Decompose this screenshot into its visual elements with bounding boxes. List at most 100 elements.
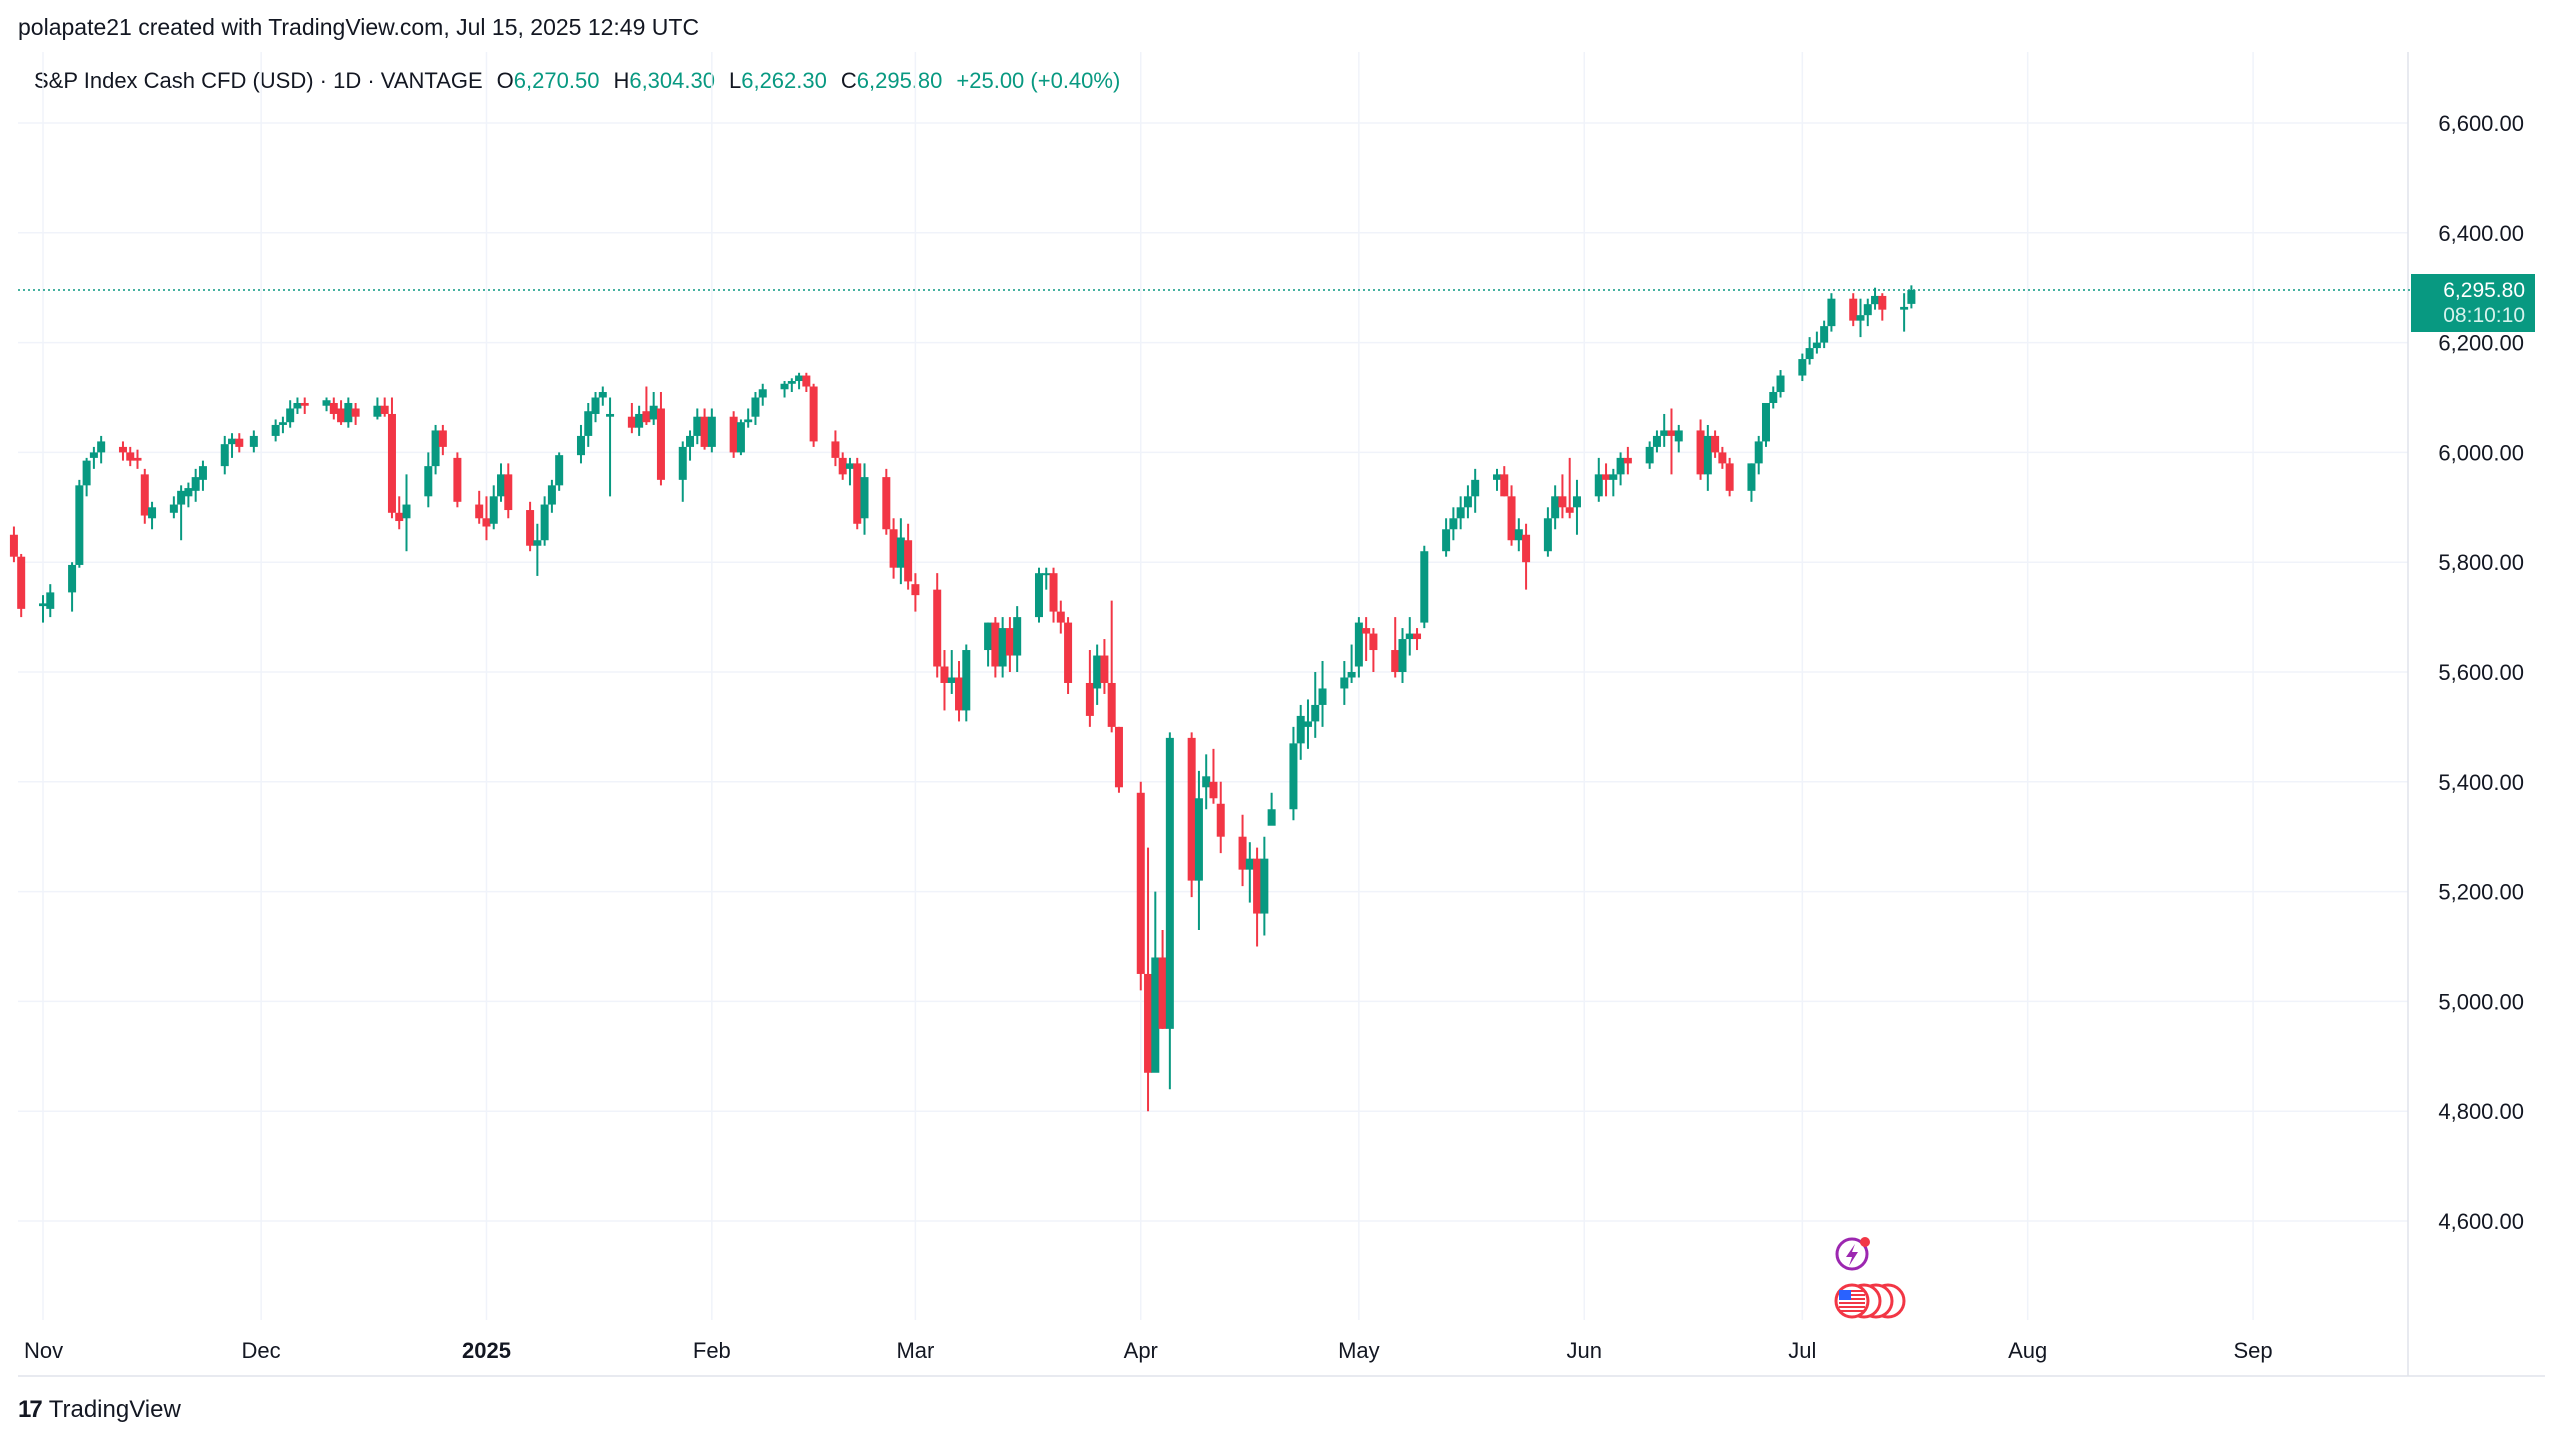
candle-up bbox=[1354, 617, 1363, 678]
lightning-event-icon[interactable] bbox=[1835, 1237, 1870, 1271]
candle-body bbox=[438, 430, 447, 447]
candle-down bbox=[1507, 485, 1516, 546]
candle-down bbox=[1602, 463, 1611, 497]
candle-body bbox=[1064, 622, 1073, 683]
candle-down bbox=[940, 650, 949, 711]
high-value: 6,304.30 bbox=[629, 68, 715, 93]
symbol-title[interactable]: S&P Index Cash CFD (USD) · 1D · VANTAGE bbox=[34, 68, 483, 93]
candle-body bbox=[387, 413, 396, 513]
candle-body bbox=[351, 408, 360, 417]
candle-body bbox=[1507, 496, 1516, 541]
candle-up bbox=[1871, 287, 1880, 310]
candle-body bbox=[831, 441, 840, 458]
candle-body bbox=[1049, 573, 1058, 612]
candle-up bbox=[489, 485, 498, 530]
candle-body bbox=[656, 408, 665, 480]
price-axis: 6,600.00 6,400.00 6,200.00 6,000.00 5,800.00… bbox=[2438, 111, 2524, 1234]
candle-body bbox=[700, 416, 709, 447]
candle-down bbox=[1667, 408, 1676, 475]
candle-up bbox=[1652, 430, 1661, 453]
last-price-tag: 6,295.80 08:10:10 bbox=[2411, 274, 2535, 332]
candle-up bbox=[547, 479, 556, 513]
candle-body bbox=[1398, 639, 1407, 672]
candle-down bbox=[729, 411, 738, 458]
candle-down bbox=[911, 573, 920, 612]
candle-body bbox=[133, 457, 142, 461]
candle-up bbox=[1151, 891, 1160, 1073]
candle-down bbox=[475, 490, 484, 524]
change-value: +25.00 (+0.40%) bbox=[956, 68, 1121, 93]
candle-up bbox=[584, 402, 593, 447]
candle-down bbox=[1049, 567, 1058, 623]
us-economic-events-icon[interactable] bbox=[1834, 1283, 1906, 1319]
candle-up bbox=[293, 397, 302, 414]
candle-down bbox=[1623, 446, 1632, 475]
candle-body bbox=[39, 603, 47, 607]
candle-body bbox=[860, 477, 869, 519]
symbol-legend: S&P Index Cash CFD (USD) · 1D · VANTAGE O… bbox=[34, 68, 1120, 94]
candle-up bbox=[707, 408, 716, 453]
x-tick-label: Sep bbox=[2234, 1338, 2273, 1363]
candle-down bbox=[656, 392, 665, 486]
candle-up bbox=[744, 408, 753, 428]
candle-down bbox=[1696, 419, 1705, 480]
candle-up bbox=[635, 405, 644, 436]
candle-up bbox=[1260, 836, 1269, 936]
candle-body bbox=[1238, 836, 1247, 870]
candle-body bbox=[1900, 306, 1909, 310]
candle-body bbox=[591, 397, 600, 414]
candle-down bbox=[1144, 847, 1153, 1112]
candle-body bbox=[1667, 430, 1676, 436]
candle-down bbox=[1391, 617, 1400, 678]
candle-up bbox=[1616, 452, 1625, 486]
candle-up bbox=[1034, 567, 1043, 623]
candle-body bbox=[1136, 792, 1145, 974]
candle-body bbox=[82, 460, 91, 486]
candle-up bbox=[1827, 293, 1836, 332]
bar-countdown: 08:10:10 bbox=[2443, 304, 2525, 327]
candle-body bbox=[1820, 326, 1829, 343]
y-tick-label: 4,800.00 bbox=[2438, 1099, 2524, 1124]
candles bbox=[9, 285, 1916, 1112]
candle-body bbox=[1522, 534, 1531, 563]
candle-body bbox=[598, 392, 607, 398]
candle-body bbox=[1267, 809, 1276, 826]
candle-up bbox=[1194, 770, 1203, 931]
candle-body bbox=[337, 408, 346, 423]
candle-down bbox=[802, 372, 811, 393]
candle-body bbox=[191, 477, 200, 491]
candle-down bbox=[329, 397, 338, 420]
candle-up bbox=[39, 595, 47, 623]
candle-body bbox=[1158, 957, 1167, 1029]
candle-up bbox=[1463, 485, 1472, 519]
candle-body bbox=[1260, 858, 1269, 914]
candle-body bbox=[1543, 518, 1552, 552]
candle-up bbox=[1202, 754, 1211, 810]
candle-body bbox=[220, 444, 229, 467]
candle-body bbox=[198, 466, 207, 480]
candle-up bbox=[686, 430, 695, 461]
candle-up bbox=[591, 392, 600, 423]
candle-up bbox=[322, 397, 331, 412]
candle-body bbox=[453, 457, 462, 502]
candle-up bbox=[1769, 386, 1778, 409]
candle-body bbox=[795, 375, 804, 382]
candle-body bbox=[1725, 463, 1734, 491]
candle-body bbox=[1318, 688, 1327, 705]
tradingview-logo[interactable]: 17 TradingView bbox=[18, 1396, 181, 1424]
candle-body bbox=[1114, 726, 1123, 788]
open-value: 6,270.50 bbox=[513, 68, 600, 93]
candle-body bbox=[235, 438, 244, 447]
candle-body bbox=[576, 435, 585, 456]
candle-body bbox=[228, 438, 237, 445]
candle-up bbox=[896, 518, 905, 585]
candle-body bbox=[1718, 452, 1727, 464]
candle-up bbox=[962, 644, 971, 722]
candle-down bbox=[1005, 617, 1014, 672]
candle-up bbox=[1340, 661, 1349, 705]
candle-body bbox=[998, 628, 1007, 667]
x-tick-label: 2025 bbox=[462, 1338, 511, 1363]
candle-down bbox=[627, 402, 636, 434]
candle-down bbox=[1216, 781, 1225, 854]
